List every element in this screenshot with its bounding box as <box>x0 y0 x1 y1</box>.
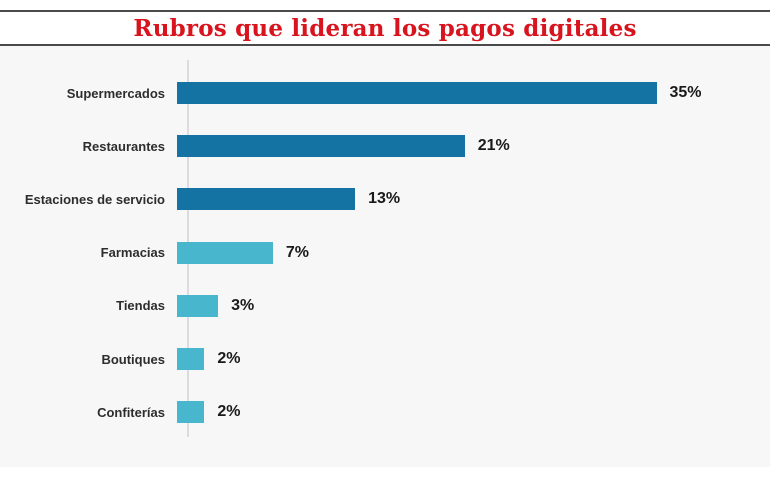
bar-row: Estaciones de servicio 13% <box>0 188 770 211</box>
bar <box>177 135 465 158</box>
category-label: Confiterías <box>97 404 165 420</box>
title-band: Rubros que lideran los pagos digitales <box>0 12 770 44</box>
value-label: 7% <box>285 243 310 261</box>
bar <box>177 241 273 264</box>
bar <box>177 188 356 211</box>
category-label: Boutiques <box>101 351 165 367</box>
category-label: Farmacias <box>100 245 165 261</box>
bar <box>177 401 205 424</box>
category-label: Restaurantes <box>82 138 165 154</box>
bar <box>177 82 657 104</box>
bar-chart: Supermercados 35% Restaurantes 21% Estacione… <box>0 46 770 467</box>
value-label: 13% <box>368 190 401 208</box>
bar-row: Boutiques 2% <box>0 348 770 370</box>
chart-title: Rubros que lideran los pagos digitales <box>133 14 637 42</box>
bar <box>177 348 205 370</box>
bar-row: Farmacias 7% <box>0 241 770 264</box>
category-label: Supermercados <box>66 85 165 101</box>
bar <box>177 294 219 317</box>
title-bottom-rule <box>0 44 770 46</box>
top-rule <box>0 10 770 12</box>
value-label: 2% <box>217 350 241 367</box>
category-label: Estaciones de servicio <box>24 191 165 207</box>
value-label: 2% <box>217 403 241 421</box>
category-label: Tiendas <box>116 298 165 314</box>
value-label: 3% <box>231 296 255 314</box>
value-label: 21% <box>477 137 510 155</box>
bar-row: Restaurantes 21% <box>0 135 770 158</box>
bar-row: Tiendas 3% <box>0 294 770 317</box>
value-label: 35% <box>669 84 702 101</box>
bar-row: Supermercados 35% <box>0 82 770 104</box>
bar-row: Confiterías 2% <box>0 401 770 424</box>
